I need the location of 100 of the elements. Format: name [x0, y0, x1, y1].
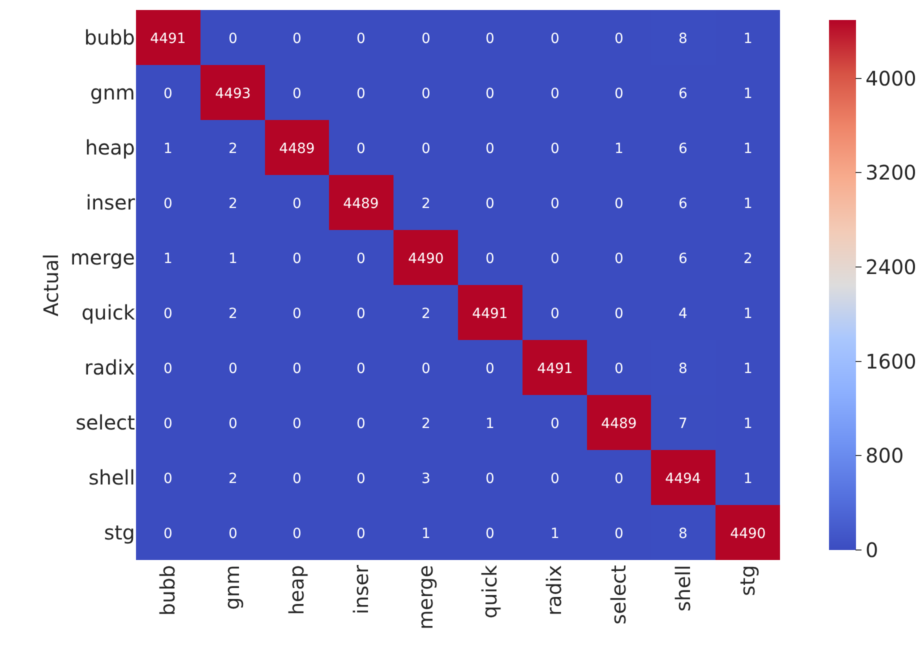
y-tick-label: stg — [104, 520, 135, 544]
x-tick-label: bubb — [156, 565, 180, 616]
data-label: 0 — [164, 416, 172, 432]
color-bar-label: 1600 — [866, 349, 916, 374]
data-label: 1 — [744, 470, 752, 487]
y-tick-label: quick — [81, 300, 136, 324]
data-label: 0 — [292, 306, 302, 322]
data-label: 0 — [422, 30, 430, 47]
x-tick-label: select — [606, 564, 630, 624]
data-label: 1 — [744, 140, 752, 157]
y-tick-label: gnm — [90, 80, 135, 104]
data-label: 6 — [678, 140, 688, 157]
data-label: 0 — [550, 306, 560, 322]
data-label: 7 — [678, 416, 688, 432]
data-label: 0 — [614, 360, 624, 377]
data-label: 0 — [292, 526, 302, 542]
data-label: 6 — [678, 250, 688, 267]
data-label: 0 — [356, 306, 366, 322]
x-tick-label: gnm — [220, 565, 244, 610]
color-bar-label: 4000 — [866, 66, 916, 90]
y-tick-label: shell — [88, 466, 135, 490]
data-label: 1 — [164, 250, 172, 267]
data-label: 0 — [486, 526, 494, 542]
data-label: 0 — [228, 30, 238, 47]
data-label: 1 — [486, 416, 494, 432]
data-label: 4 — [678, 306, 688, 322]
data-label: 0 — [550, 250, 560, 267]
y-tick-label: heap — [85, 136, 135, 160]
data-label: 0 — [228, 360, 238, 377]
y-tick-label: bubb — [84, 26, 135, 50]
data-label: 2 — [228, 306, 238, 322]
data-label: 0 — [614, 196, 624, 212]
data-label: 1 — [744, 86, 752, 102]
data-label: 0 — [292, 360, 302, 377]
data-label: 0 — [550, 30, 560, 47]
data-label: 6 — [678, 86, 688, 102]
color-bar-label: 2400 — [866, 254, 916, 279]
data-label: 4489 — [279, 140, 315, 157]
data-label: 1 — [744, 416, 752, 432]
data-label: 1 — [744, 360, 752, 377]
data-label: 0 — [164, 470, 172, 487]
data-label: 1 — [164, 140, 172, 157]
data-label: 2 — [422, 416, 430, 432]
data-label: 0 — [422, 86, 430, 102]
data-label: 1 — [744, 30, 752, 47]
data-label: 4491 — [537, 360, 573, 377]
data-label: 4493 — [215, 86, 251, 102]
data-label: 0 — [292, 250, 302, 267]
data-label: 2 — [744, 250, 752, 267]
data-label: 0 — [614, 306, 624, 322]
data-label: 3 — [422, 470, 430, 487]
data-label: 0 — [292, 30, 302, 47]
data-label: 0 — [614, 250, 624, 267]
data-label: 1 — [228, 250, 238, 267]
data-label: 6 — [678, 196, 688, 212]
data-label: 0 — [486, 196, 494, 212]
data-label: 0 — [356, 30, 366, 47]
y-tick-label: radix — [84, 356, 136, 380]
data-label: 2 — [228, 140, 238, 157]
x-tick-label: merge — [413, 565, 438, 630]
data-label: 0 — [356, 86, 366, 102]
y-axis-title: Actual — [38, 254, 63, 316]
data-label: 0 — [292, 470, 302, 487]
data-label: 4489 — [343, 196, 379, 212]
x-tick-label: inser — [348, 564, 373, 614]
data-label: 4489 — [601, 416, 637, 432]
data-label: 2 — [422, 306, 430, 322]
data-label: 0 — [356, 140, 366, 157]
data-label: 1 — [614, 140, 624, 157]
data-label: 0 — [550, 416, 560, 432]
data-label: 0 — [614, 470, 624, 487]
data-label: 0 — [228, 416, 238, 432]
data-label: 0 — [292, 196, 302, 212]
data-label: 0 — [422, 140, 430, 157]
data-label: 0 — [486, 140, 494, 157]
data-label: 0 — [614, 30, 624, 47]
data-label: 0 — [164, 360, 172, 377]
x-tick-label: stg — [735, 565, 760, 596]
data-label: 0 — [550, 140, 560, 157]
data-label: 8 — [678, 30, 688, 47]
y-tick-label: select — [76, 410, 136, 434]
data-label: 0 — [486, 360, 494, 377]
x-tick-label: heap — [284, 565, 308, 615]
data-label: 0 — [422, 360, 430, 377]
x-tick-label: quick — [478, 564, 502, 619]
data-label: 1 — [744, 196, 752, 212]
data-label: 8 — [678, 526, 688, 542]
data-label: 4490 — [730, 526, 766, 542]
data-label: 1 — [422, 526, 430, 542]
data-label: 8 — [678, 360, 688, 377]
data-label: 2 — [422, 196, 430, 212]
data-label: 0 — [164, 86, 172, 102]
data-label: 0 — [164, 196, 172, 212]
data-label: 0 — [550, 86, 560, 102]
data-label: 0 — [356, 360, 366, 377]
color-bar-label: 800 — [866, 444, 904, 468]
color-bar-label: 3200 — [866, 160, 916, 185]
data-label: 0 — [292, 86, 302, 102]
y-tick-label: inser — [86, 190, 136, 214]
color-bar-label: 0 — [866, 538, 878, 562]
